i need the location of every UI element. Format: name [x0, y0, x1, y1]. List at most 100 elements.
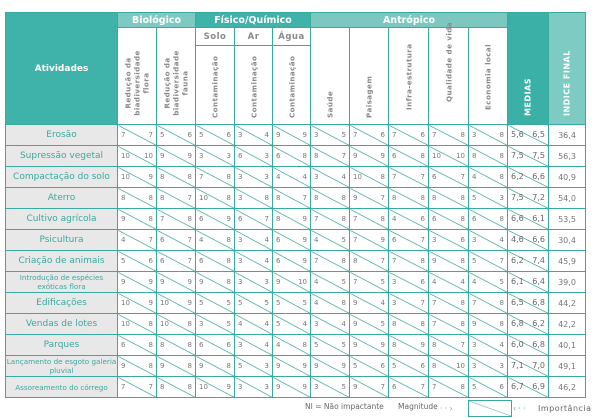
magnitude-value: 10 [121, 152, 130, 160]
magnitude-value: 6 [472, 215, 477, 223]
importancia-value: 8 [226, 173, 231, 181]
importancia-value: 8 [187, 215, 192, 223]
magnitude-value: 4 [276, 341, 281, 349]
importancia-value: 8 [226, 194, 231, 202]
importancia-value: 5 [341, 341, 346, 349]
importancia-value: 8 [499, 320, 504, 328]
col-reducao-fauna: Redução da biadiversidade fauna [156, 27, 196, 125]
importancia-value: 6,6 [532, 235, 545, 244]
magnitude-value: 8 [392, 194, 397, 202]
importancia-value: 3 [226, 152, 231, 160]
table-row: Vendas de lotes 10 8 10 8 3 5 4 4 5 4 3 4 9 5 8 8 7 8 9 8 6,8… [5, 313, 586, 335]
magnitude-value: 8 [472, 152, 477, 160]
magnitude-value: 5 [238, 299, 243, 307]
importancia-value: 8 [460, 257, 465, 265]
magnitude-value: 6 [392, 152, 397, 160]
matrix-cell: 10 8 [349, 166, 389, 188]
importancia-value: 8 [226, 257, 231, 265]
importancia-value: 5 [226, 299, 231, 307]
magnitude-value: 3 [238, 236, 243, 244]
importancia-value: 8 [341, 194, 346, 202]
magnitude-value: 7 [160, 215, 165, 223]
magnitude-value: 9 [199, 278, 204, 286]
magnitude-value: 5 [121, 257, 126, 265]
importancia-value: 8 [148, 194, 153, 202]
magnitude-value: 6,7 [511, 382, 524, 391]
importancia-value: 5 [226, 320, 231, 328]
importancia-value: 5 [341, 131, 346, 139]
magnitude-value: 7 [392, 131, 397, 139]
importancia-value: 8 [187, 383, 192, 391]
importancia-value: 9 [302, 236, 307, 244]
row-label: Cultivo agrícola [5, 208, 118, 230]
importancia-value: 6 [226, 341, 231, 349]
matrix-cell: 10 9 [195, 376, 235, 398]
magnitude-value: 5 [314, 341, 319, 349]
importancia-value: 9 [187, 278, 192, 286]
importancia-value: 6 [460, 236, 465, 244]
magnitude-value: 4 [199, 236, 204, 244]
magnitude-value: 9 [276, 383, 281, 391]
magnitude-value: 5,6 [511, 130, 524, 139]
magnitude-value: 5 [276, 320, 281, 328]
magnitude-value: 6,0 [511, 340, 524, 349]
medias-cell: 6,8 6,2 [507, 313, 549, 335]
magnitude-value: 9 [353, 194, 358, 202]
magnitude-value: 6 [238, 215, 243, 223]
col-contaminacao-ar: Contaminação [234, 45, 273, 125]
magnitude-value: 9 [276, 131, 281, 139]
magnitude-value: 3 [238, 173, 243, 181]
importancia-value: 5 [341, 278, 346, 286]
importancia-value: 6 [420, 131, 425, 139]
row-label: Introdução de espécies exóticas flora [5, 271, 118, 293]
importancia-value: 3 [499, 362, 504, 370]
importancia-value: 9 [302, 215, 307, 223]
group-antropico: Antrópico [310, 12, 508, 28]
table-row: Supressão vegetal 10 10 9 9 3 3 6 3 6 8 8 7 9 9 6 8 10 10 8… [5, 145, 586, 167]
magnitude-value: 6,2 [511, 256, 524, 265]
importancia-value: 8 [187, 362, 192, 370]
importancia-value: 6,1 [532, 214, 545, 223]
magnitude-value: 9 [353, 320, 358, 328]
col-paisagem: Paisagem [349, 27, 389, 125]
importancia-value: 8 [499, 131, 504, 139]
magnitude-value: 3 [314, 320, 319, 328]
magnitude-value: 4 [392, 215, 397, 223]
magnitude-value: 10 [432, 152, 441, 160]
importancia-value: 7 [380, 194, 385, 202]
legend-magnitude: Magnitude [398, 402, 438, 411]
magnitude-value: 3 [432, 236, 437, 244]
magnitude-value: 3 [472, 236, 477, 244]
indice-final-cell: 44,2 [548, 292, 586, 314]
importancia-value: 7 [460, 173, 465, 181]
magnitude-value: 9 [314, 362, 319, 370]
row-label: Aterro [5, 187, 118, 209]
magnitude-value: 3 [238, 278, 243, 286]
importancia-value: 4 [380, 299, 385, 307]
matrix-cell: 10 9 [117, 292, 157, 314]
